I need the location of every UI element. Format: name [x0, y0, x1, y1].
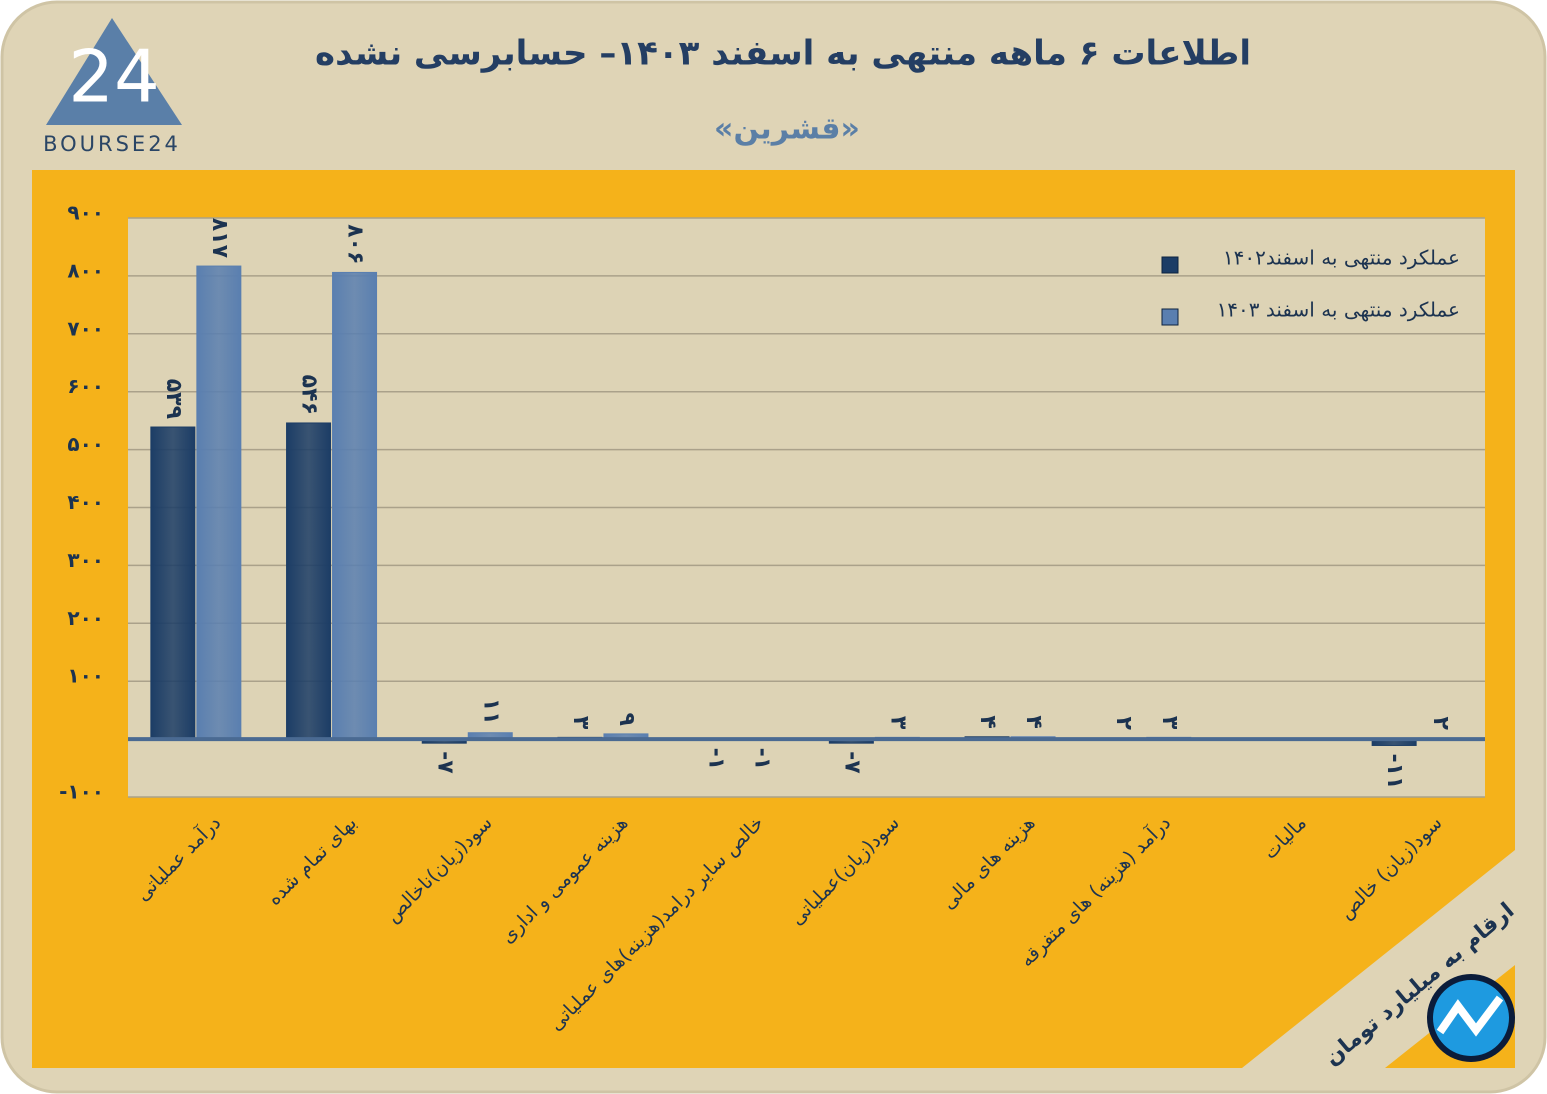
value-label: ۱۱ — [478, 698, 503, 725]
value-label: -۱ — [704, 748, 729, 771]
y-tick-label: ۳۰۰ — [67, 548, 104, 572]
y-tick-label: ۷۰۰ — [67, 316, 104, 340]
value-label: ۹ — [614, 712, 639, 725]
bar — [286, 422, 332, 740]
value-label: ۴ — [1021, 715, 1046, 728]
value-label: ۳ — [1157, 716, 1182, 730]
value-label: ۴ — [975, 715, 1000, 728]
bar — [150, 426, 196, 740]
logo-text: BOURSE24 — [43, 132, 181, 156]
y-tick-label: ۶۰۰ — [67, 374, 104, 398]
value-label: ۲ — [1428, 717, 1453, 731]
chart-subtitle: «قشرین» — [714, 112, 860, 147]
y-tick-label: ۴۰۰ — [67, 490, 104, 514]
y-tick-label: ۵۰۰ — [67, 432, 104, 456]
legend-label: عملکرد منتهی به اسفند۱۴۰۲ — [1223, 246, 1460, 270]
y-tick-label: ۲۰۰ — [67, 606, 104, 630]
chart-title: اطلاعات ۶ ماهه منتهی به اسفند ۱۴۰۳– حساب… — [315, 34, 1251, 74]
value-label: ۳ — [568, 716, 593, 730]
legend-label: عملکرد منتهی به اسفند ۱۴۰۳ — [1217, 298, 1460, 322]
logo-mark: 24 — [68, 35, 160, 119]
value-label: -۱۱ — [1382, 753, 1407, 789]
value-label: ۸۱۷ — [207, 218, 232, 259]
value-label: -۱ — [750, 748, 775, 771]
logo-triangle — [46, 18, 182, 125]
bar — [196, 265, 242, 740]
brand-icon-arrow — [1436, 995, 1504, 1037]
y-tick-label: -۱۰۰ — [59, 780, 104, 804]
value-label: ۵۳۹ — [161, 379, 186, 419]
legend-swatch — [1161, 256, 1179, 274]
value-label: ۳ — [885, 716, 910, 730]
y-tick-label: ۱۰۰ — [67, 664, 104, 688]
value-label: -۷ — [839, 751, 864, 774]
value-label: ۵۴۶ — [297, 375, 322, 415]
legend-swatch — [1161, 308, 1179, 326]
y-tick-label: ۸۰۰ — [67, 258, 104, 282]
y-tick-label: ۹۰۰ — [67, 201, 104, 225]
value-label: -۷ — [432, 751, 457, 774]
bar — [332, 271, 378, 740]
value-label: ۸۰۶ — [343, 224, 368, 264]
value-label: ۲ — [1111, 717, 1136, 731]
